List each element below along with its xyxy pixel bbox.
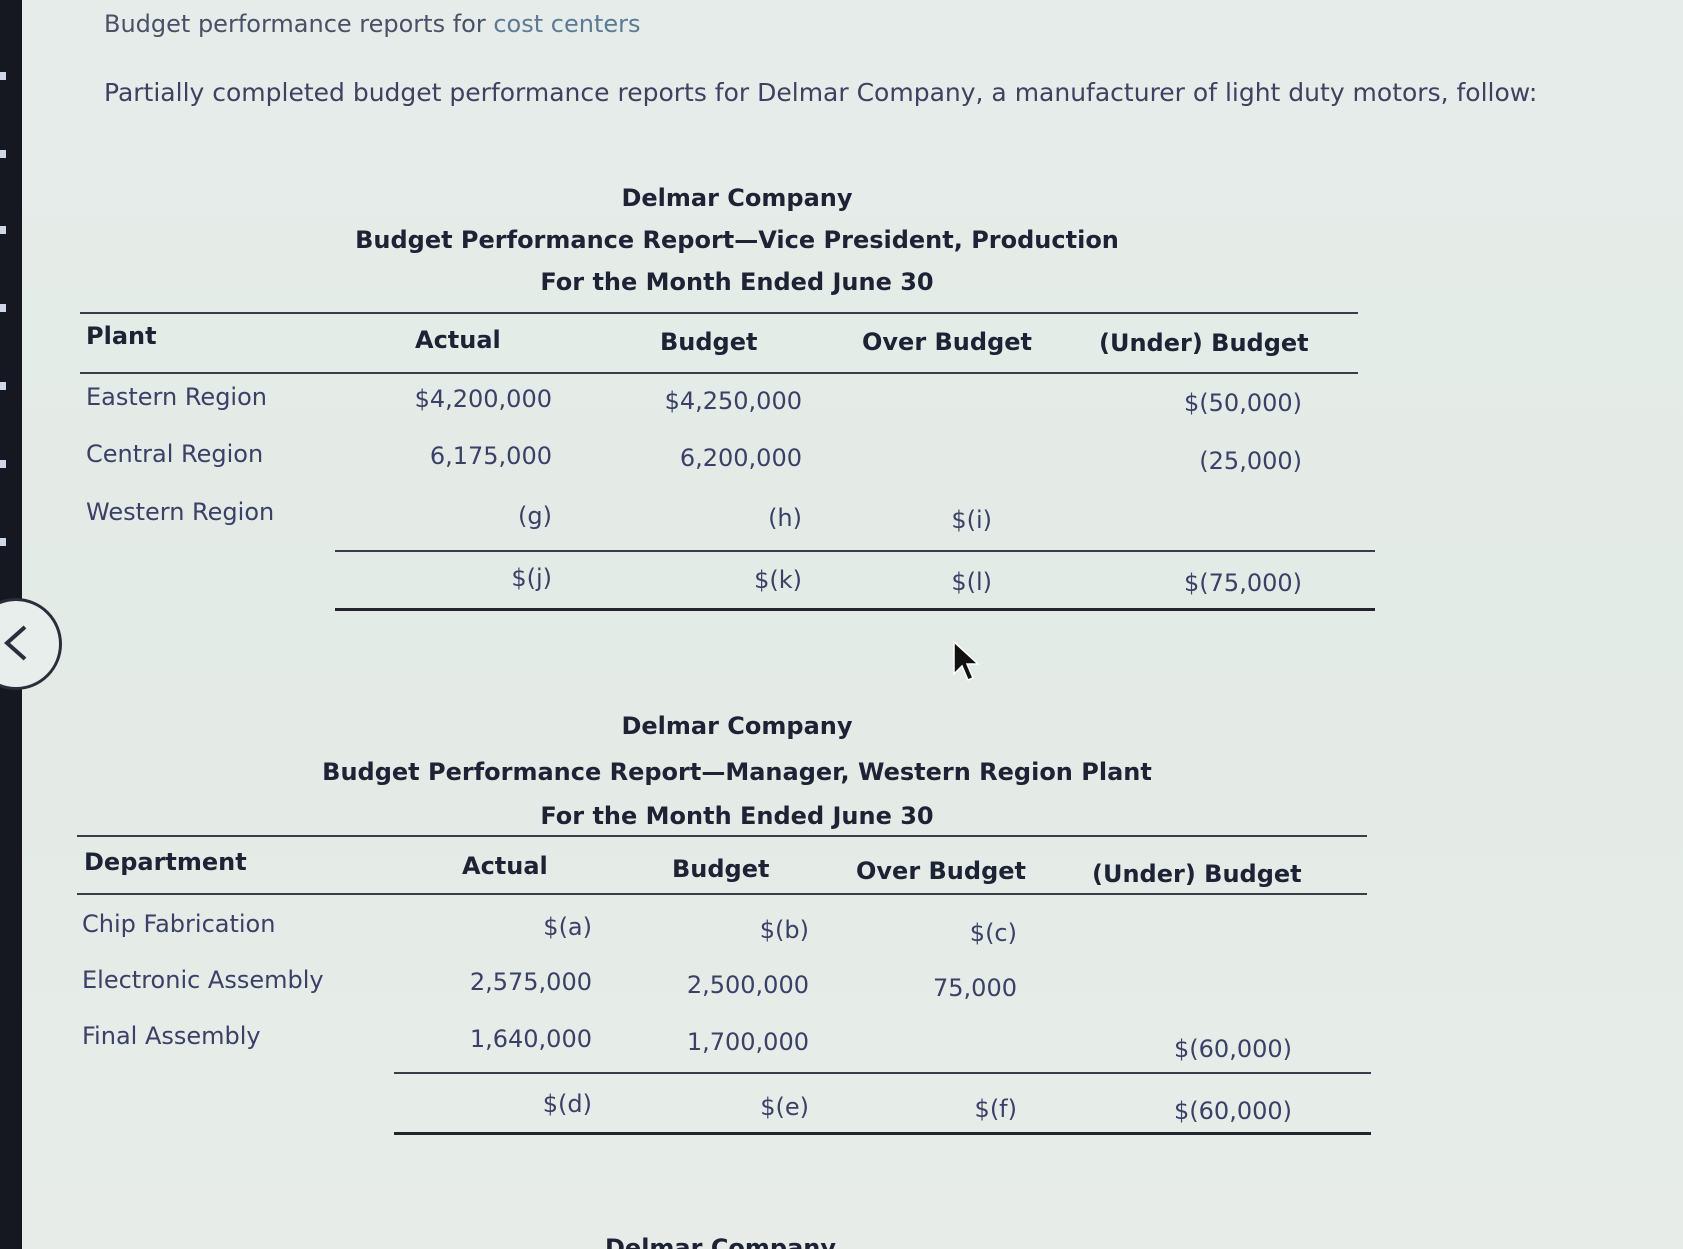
col-header-plant: Plant	[86, 322, 157, 350]
subtotal-rule	[335, 550, 1375, 552]
table-top-rule	[77, 835, 1367, 837]
row-label: Final Assembly	[82, 1022, 261, 1050]
mgr-report-company: Delmar Company	[621, 712, 853, 740]
sidebar-marker	[0, 460, 6, 468]
col-header-actual: Actual	[462, 852, 548, 880]
budget-value: (h)	[768, 504, 802, 532]
mouse-pointer-icon	[953, 640, 980, 681]
budget-value: $4,250,000	[664, 387, 802, 415]
chevron-left-icon	[3, 625, 27, 661]
sidebar-marker	[0, 72, 6, 80]
header-bottom-rule	[77, 893, 1367, 895]
actual-value: 2,575,000	[469, 968, 592, 996]
header-bottom-rule	[80, 372, 1358, 374]
budget-value: 2,500,000	[686, 971, 809, 999]
mgr-report-title: Budget Performance Report—Manager, Weste…	[322, 758, 1152, 786]
sidebar-marker	[0, 150, 6, 158]
col-header-department: Department	[84, 848, 247, 876]
row-label: Electronic Assembly	[82, 966, 324, 994]
row-label: Chip Fabrication	[82, 910, 276, 938]
row-label: Eastern Region	[86, 383, 267, 411]
actual-value: $(a)	[543, 913, 592, 941]
budget-value: $(b)	[759, 916, 809, 944]
sidebar-marker	[0, 304, 6, 312]
total-actual: $(d)	[542, 1090, 592, 1118]
under-budget-value: $(50,000)	[1184, 389, 1302, 417]
col-header-budget: Budget	[672, 855, 770, 883]
total-over-budget: $(l)	[951, 568, 992, 596]
col-header-under-budget: (Under) Budget	[1092, 860, 1302, 888]
page-heading: Budget performance reports for cost cent…	[104, 10, 640, 38]
col-header-over-budget: Over Budget	[856, 857, 1027, 885]
over-budget-value: $(i)	[951, 506, 992, 534]
total-budget: $(e)	[760, 1093, 809, 1121]
subtotal-rule	[394, 1072, 1371, 1074]
row-label: Central Region	[86, 440, 264, 468]
double-underline-rule	[394, 1132, 1371, 1135]
col-header-budget: Budget	[660, 328, 758, 356]
over-budget-value: 75,000	[933, 974, 1017, 1002]
cost-centers-link[interactable]: cost centers	[493, 10, 641, 38]
row-label: Western Region	[86, 498, 275, 526]
total-actual: $(j)	[511, 564, 552, 592]
budget-value: 6,200,000	[679, 444, 802, 472]
vp-report-period: For the Month Ended June 30	[540, 268, 934, 296]
table-top-rule	[80, 312, 1358, 314]
sidebar-marker	[0, 382, 6, 390]
col-header-over-budget: Over Budget	[862, 328, 1033, 356]
total-under-budget: $(60,000)	[1174, 1097, 1292, 1125]
intro-paragraph: Partially completed budget performance r…	[104, 78, 1538, 107]
double-underline-rule	[335, 608, 1375, 611]
document-page: Budget performance reports for cost cent…	[22, 0, 1683, 1249]
actual-value: $4,200,000	[414, 385, 552, 413]
sidebar-marker	[0, 538, 6, 546]
budget-value: 1,700,000	[686, 1028, 809, 1056]
actual-value: 6,175,000	[429, 442, 552, 470]
next-report-company-partial: Delmar Company	[605, 1234, 837, 1249]
col-header-actual: Actual	[415, 326, 501, 354]
under-budget-value: (25,000)	[1199, 447, 1302, 475]
actual-value: (g)	[518, 502, 552, 530]
heading-text: Budget performance reports for	[104, 10, 494, 38]
vp-report-title: Budget Performance Report—Vice President…	[355, 226, 1119, 254]
sidebar-marker	[0, 226, 6, 234]
col-header-under-budget: (Under) Budget	[1099, 329, 1309, 357]
mgr-report-period: For the Month Ended June 30	[540, 802, 934, 830]
total-over-budget: $(f)	[974, 1095, 1017, 1123]
total-under-budget: $(75,000)	[1184, 569, 1302, 597]
over-budget-value: $(c)	[969, 919, 1017, 947]
actual-value: 1,640,000	[469, 1025, 592, 1053]
under-budget-value: $(60,000)	[1174, 1035, 1292, 1063]
total-budget: $(k)	[754, 566, 802, 594]
vp-report-company: Delmar Company	[621, 184, 853, 212]
